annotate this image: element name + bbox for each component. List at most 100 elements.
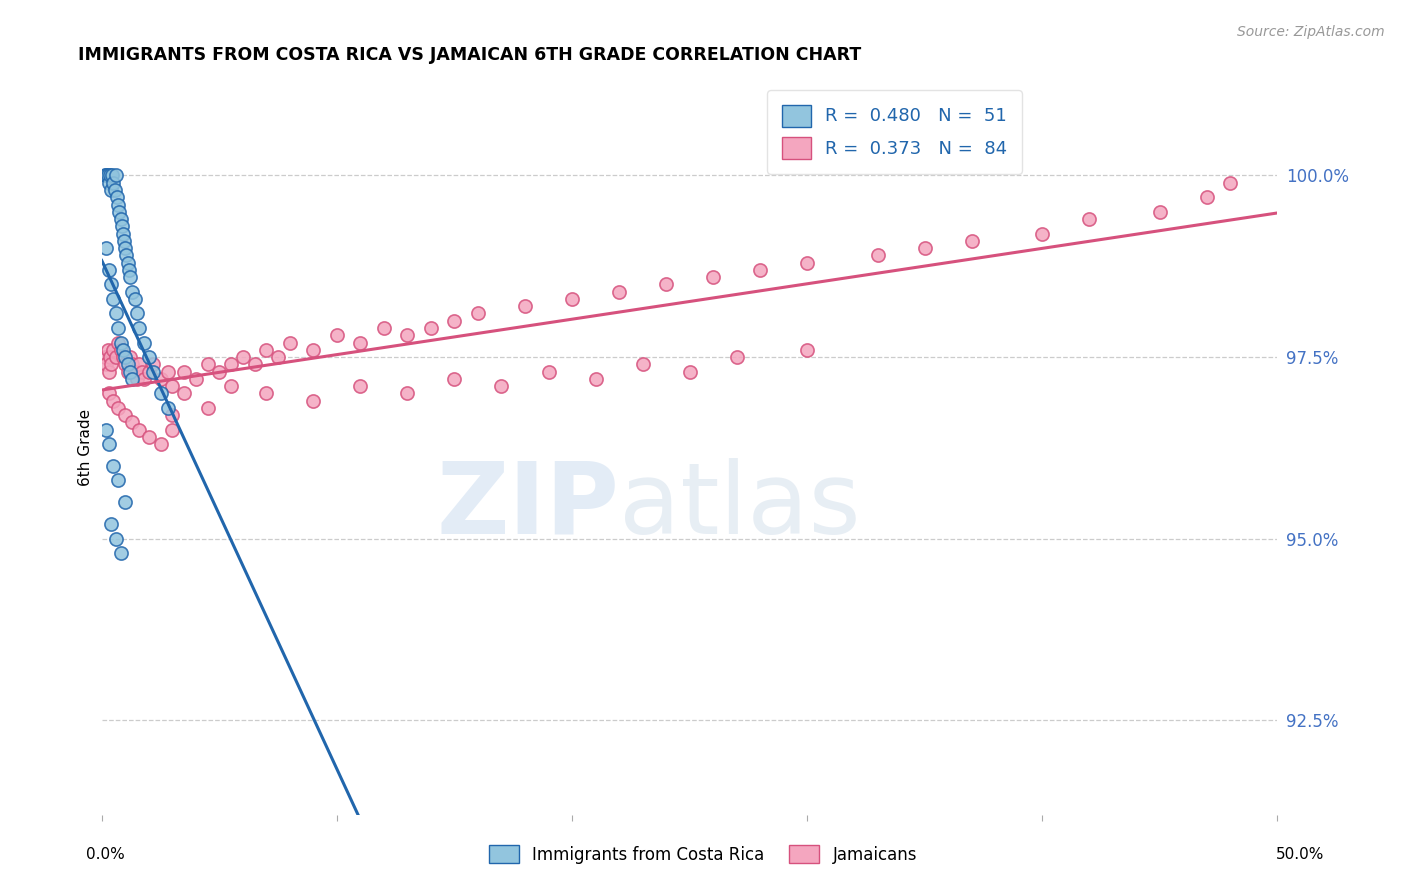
Point	[103, 393, 125, 408]
Point	[302, 393, 325, 408]
Point	[138, 365, 160, 379]
Point	[1078, 212, 1101, 227]
Point	[866, 248, 889, 262]
Point	[117, 365, 139, 379]
Point	[104, 183, 127, 197]
Point	[97, 365, 120, 379]
Point	[104, 532, 127, 546]
Point	[162, 408, 184, 422]
Point	[725, 350, 748, 364]
Point	[396, 386, 419, 401]
Text: IMMIGRANTS FROM COSTA RICA VS JAMAICAN 6TH GRADE CORRELATION CHART: IMMIGRANTS FROM COSTA RICA VS JAMAICAN 6…	[79, 46, 862, 64]
Point	[103, 292, 125, 306]
Point	[125, 372, 148, 386]
Point	[121, 372, 143, 386]
Point	[110, 335, 132, 350]
Point	[128, 321, 150, 335]
Point	[491, 379, 513, 393]
Point	[156, 365, 179, 379]
Point	[107, 474, 129, 488]
Point	[114, 241, 136, 255]
Point	[138, 350, 160, 364]
Point	[124, 365, 146, 379]
Point	[97, 169, 120, 183]
Point	[162, 379, 184, 393]
Point	[678, 365, 700, 379]
Point	[121, 416, 143, 430]
Point	[655, 277, 678, 292]
Point	[105, 190, 128, 204]
Point	[128, 357, 150, 371]
Point	[149, 372, 172, 386]
Point	[104, 350, 127, 364]
Point	[607, 285, 630, 299]
Point	[396, 328, 419, 343]
Text: Source: ZipAtlas.com: Source: ZipAtlas.com	[1237, 25, 1385, 39]
Point	[96, 169, 118, 183]
Point	[585, 372, 607, 386]
Legend: R =  0.480   N =  51, R =  0.373   N =  84: R = 0.480 N = 51, R = 0.373 N = 84	[768, 90, 1022, 174]
Point	[537, 365, 560, 379]
Point	[111, 343, 134, 357]
Point	[104, 306, 127, 320]
Point	[104, 169, 127, 183]
Point	[96, 241, 118, 255]
Point	[326, 328, 349, 343]
Point	[162, 423, 184, 437]
Point	[97, 176, 120, 190]
Point	[103, 343, 125, 357]
Point	[100, 357, 122, 371]
Point	[100, 277, 122, 292]
Point	[243, 357, 266, 371]
Point	[117, 255, 139, 269]
Point	[156, 401, 179, 415]
Point	[131, 365, 153, 379]
Point	[1219, 176, 1241, 190]
Point	[110, 546, 132, 560]
Text: 50.0%: 50.0%	[1277, 847, 1324, 862]
Point	[373, 321, 395, 335]
Point	[107, 321, 129, 335]
Point	[103, 458, 125, 473]
Point	[1149, 204, 1171, 219]
Point	[254, 343, 277, 357]
Point	[132, 372, 155, 386]
Point	[118, 263, 141, 277]
Point	[1195, 190, 1218, 204]
Point	[278, 335, 301, 350]
Point	[98, 350, 121, 364]
Point	[914, 241, 936, 255]
Point	[111, 227, 134, 241]
Point	[302, 343, 325, 357]
Point	[108, 204, 131, 219]
Y-axis label: 6th Grade: 6th Grade	[79, 409, 93, 486]
Point	[112, 234, 135, 248]
Point	[349, 379, 371, 393]
Point	[101, 169, 124, 183]
Point	[631, 357, 654, 371]
Point	[142, 357, 165, 371]
Point	[118, 350, 141, 364]
Point	[114, 495, 136, 509]
Point	[125, 306, 148, 320]
Point	[111, 350, 134, 364]
Point	[114, 350, 136, 364]
Point	[111, 219, 134, 234]
Point	[117, 357, 139, 371]
Point	[97, 437, 120, 451]
Point	[208, 365, 231, 379]
Point	[107, 401, 129, 415]
Point	[513, 299, 536, 313]
Point	[184, 372, 207, 386]
Point	[173, 386, 195, 401]
Point	[561, 292, 583, 306]
Point	[219, 357, 242, 371]
Text: ZIP: ZIP	[436, 458, 619, 555]
Point	[121, 285, 143, 299]
Point	[749, 263, 772, 277]
Point	[100, 517, 122, 532]
Text: 0.0%: 0.0%	[86, 847, 125, 862]
Point	[96, 423, 118, 437]
Point	[796, 343, 818, 357]
Point	[467, 306, 489, 320]
